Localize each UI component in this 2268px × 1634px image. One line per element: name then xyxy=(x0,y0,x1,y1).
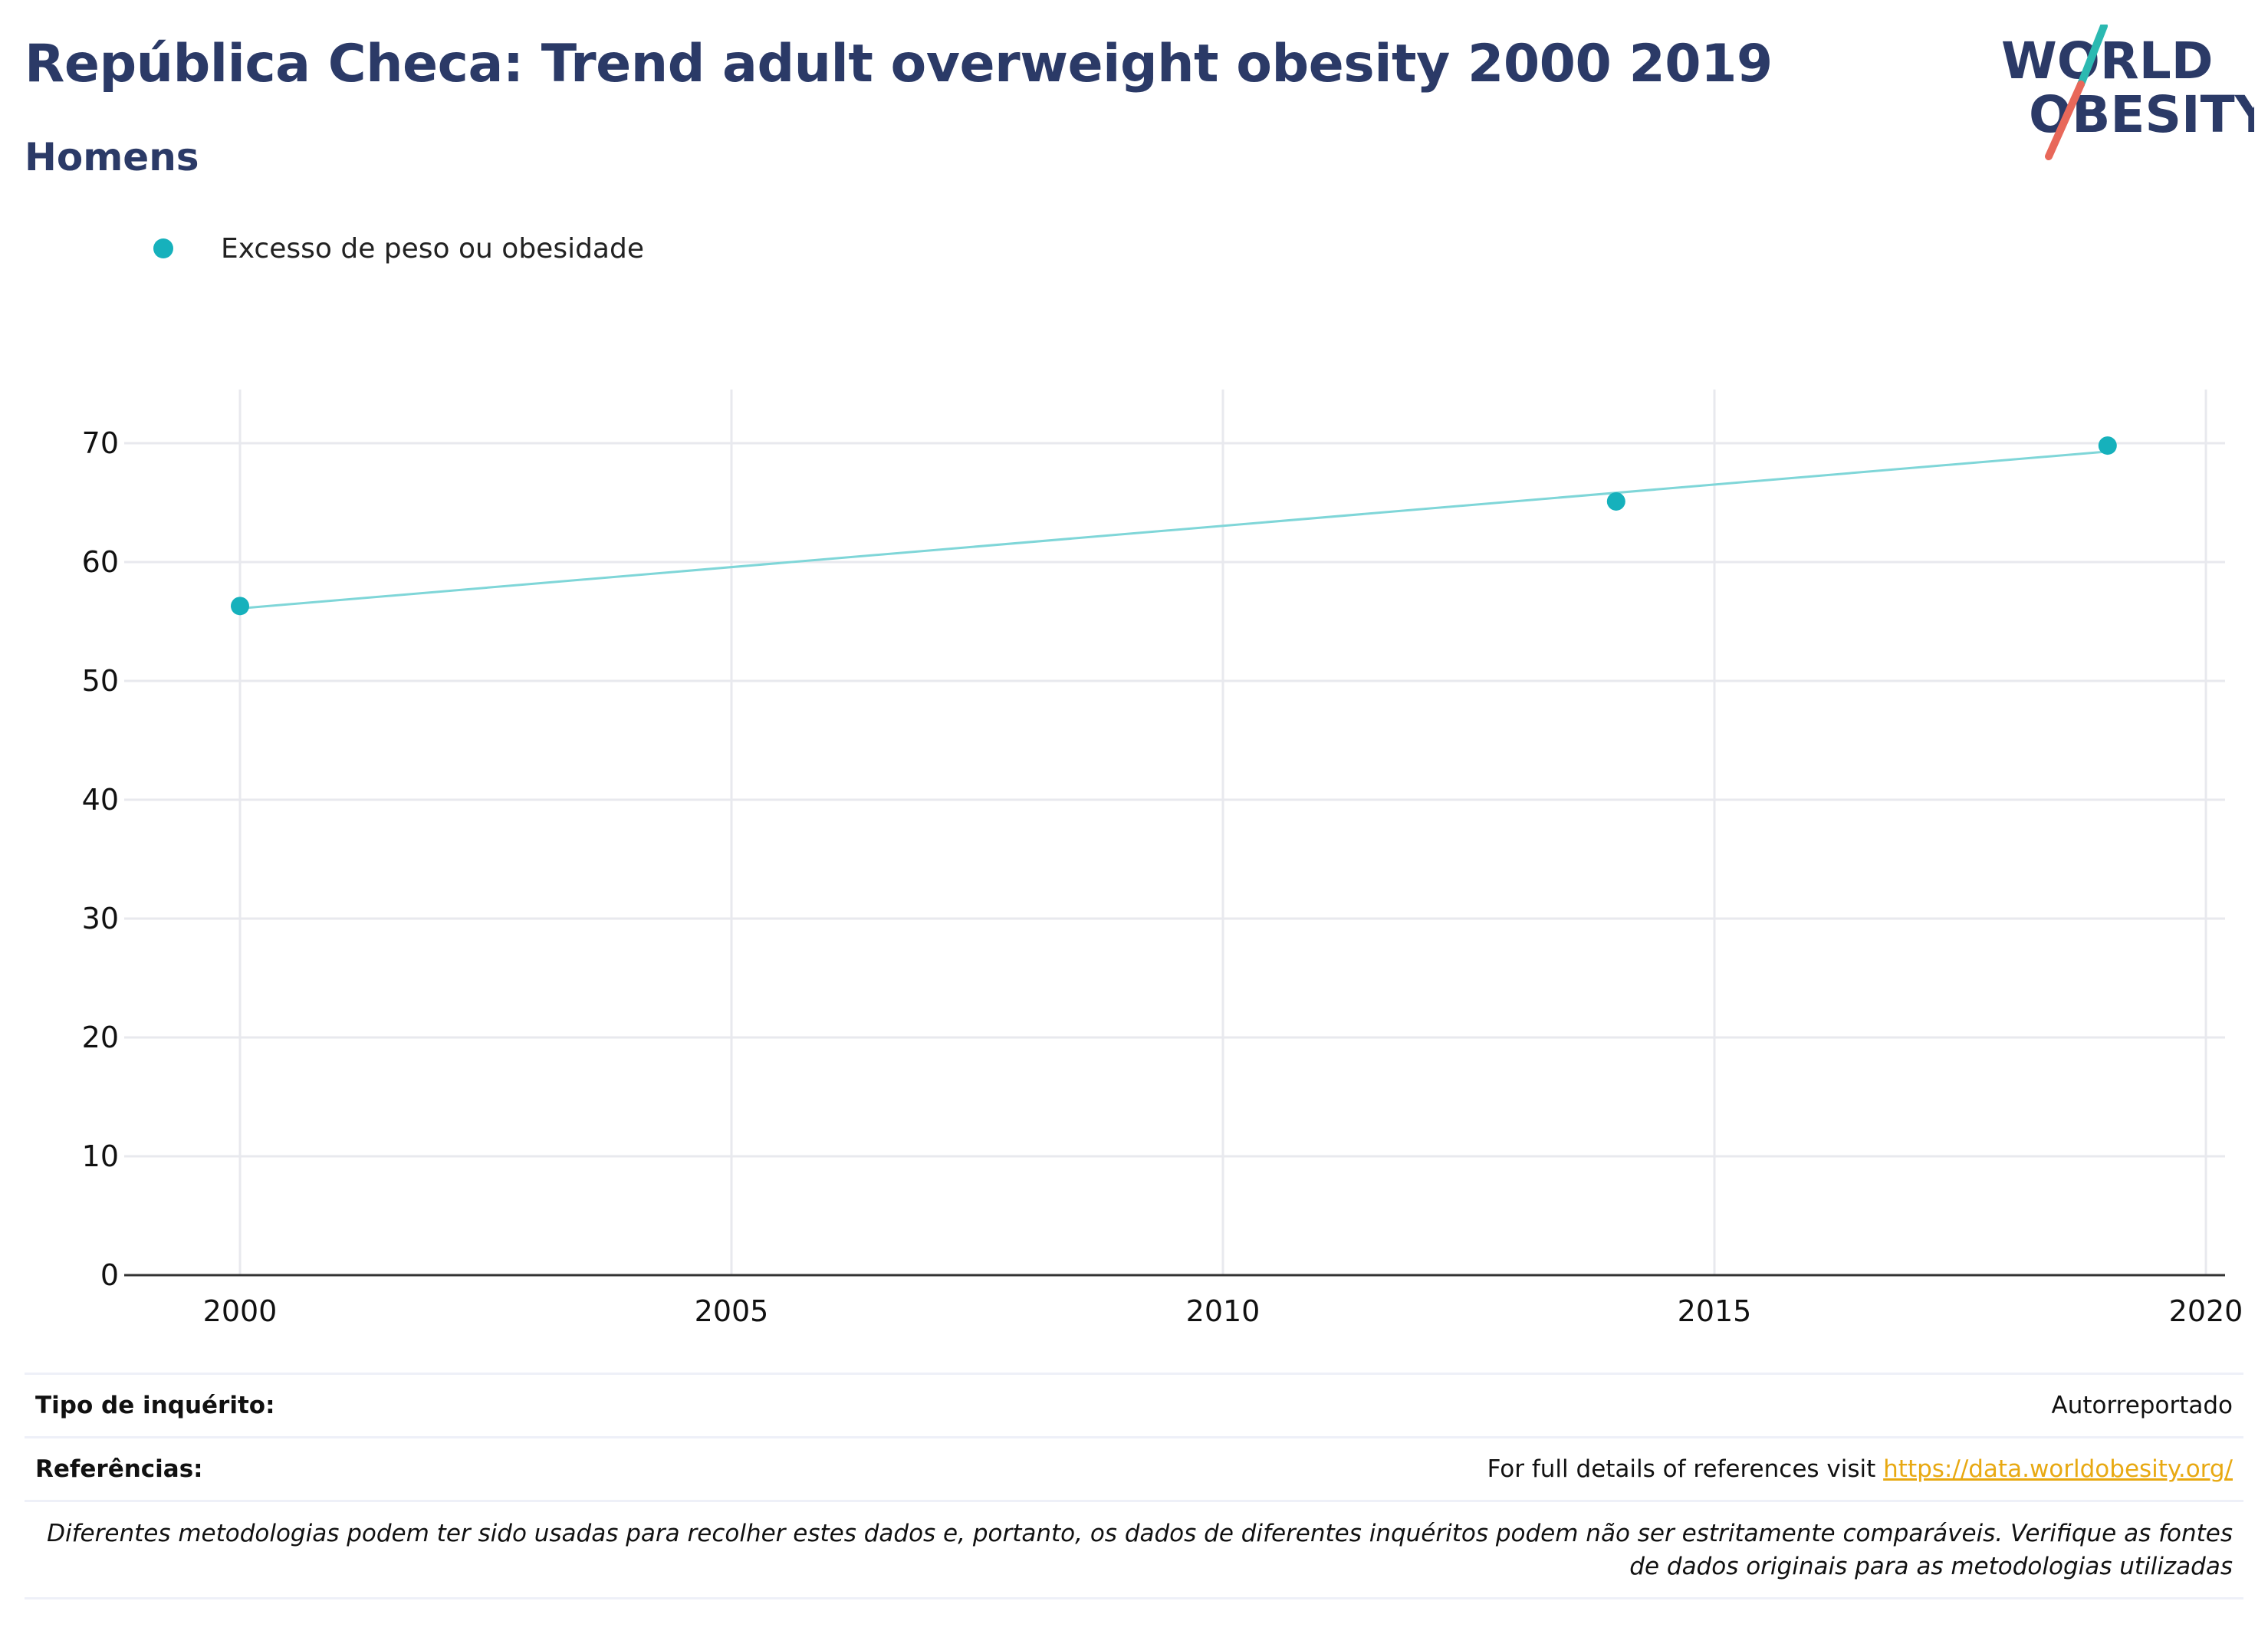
y-tick-label: 70 xyxy=(82,426,119,460)
y-tick-label: 40 xyxy=(82,783,119,817)
x-tick-label: 2010 xyxy=(1186,1294,1261,1328)
x-tick-label: 2020 xyxy=(2169,1294,2243,1328)
methodology-note: Diferentes metodologias podem ter sido u… xyxy=(25,1500,2243,1599)
legend-label: Excesso de peso ou obesidade xyxy=(221,232,644,265)
chart-plot: 2000 2005 2010 2015 2020 0 10 20 30 40 50 60 70 xyxy=(82,390,2243,1328)
legend-marker xyxy=(153,238,173,258)
trendline xyxy=(239,450,2108,610)
references-value: For full details of references visit htt… xyxy=(1487,1455,2233,1483)
chart-points xyxy=(231,436,2117,616)
y-tick-label: 30 xyxy=(82,902,119,935)
y-tick-label: 20 xyxy=(82,1021,119,1054)
x-tick-label: 2015 xyxy=(1678,1294,1752,1328)
data-point xyxy=(231,597,249,616)
chart-subtitle: Homens xyxy=(25,135,199,179)
chart-title: República Checa: Trend adult overweight … xyxy=(25,34,1773,94)
survey-type-label: Tipo de inquérito: xyxy=(35,1392,275,1419)
logo-slash-bottom-icon xyxy=(2045,81,2085,160)
logo-text-world: WORLD xyxy=(2001,31,2214,90)
x-tick-label: 2000 xyxy=(203,1294,278,1328)
data-point xyxy=(1606,492,1625,511)
chart-trendline xyxy=(239,450,2108,610)
references-row: Referências: For full details of referen… xyxy=(25,1436,2243,1500)
logo-slash-top-icon xyxy=(2077,25,2108,88)
survey-type-row: Tipo de inquérito: Autorreportado xyxy=(25,1373,2243,1436)
y-tick-label: 10 xyxy=(82,1139,119,1173)
chart-legend[interactable]: Excesso de peso ou obesidade xyxy=(153,227,644,270)
x-tick-label: 2005 xyxy=(695,1294,769,1328)
references-text: For full details of references visit xyxy=(1487,1455,1884,1483)
survey-type-value: Autorreportado xyxy=(2051,1392,2233,1419)
y-tick-label: 50 xyxy=(82,664,119,698)
chart-grid xyxy=(124,390,2225,1275)
references-label: Referências: xyxy=(35,1455,203,1483)
y-axis-ticks: 0 10 20 30 40 50 60 70 xyxy=(82,426,119,1292)
y-tick-label: 60 xyxy=(82,545,119,579)
references-link[interactable]: https://data.worldobesity.org/ xyxy=(1883,1455,2233,1483)
world-obesity-logo: WORLD OBESITY xyxy=(2001,25,2254,160)
y-tick-label: 0 xyxy=(100,1258,119,1292)
data-point xyxy=(2098,436,2117,455)
chart-footer: Tipo de inquérito: Autorreportado Referê… xyxy=(25,1373,2243,1599)
x-axis-ticks: 2000 2005 2010 2015 2020 xyxy=(203,1294,2243,1328)
